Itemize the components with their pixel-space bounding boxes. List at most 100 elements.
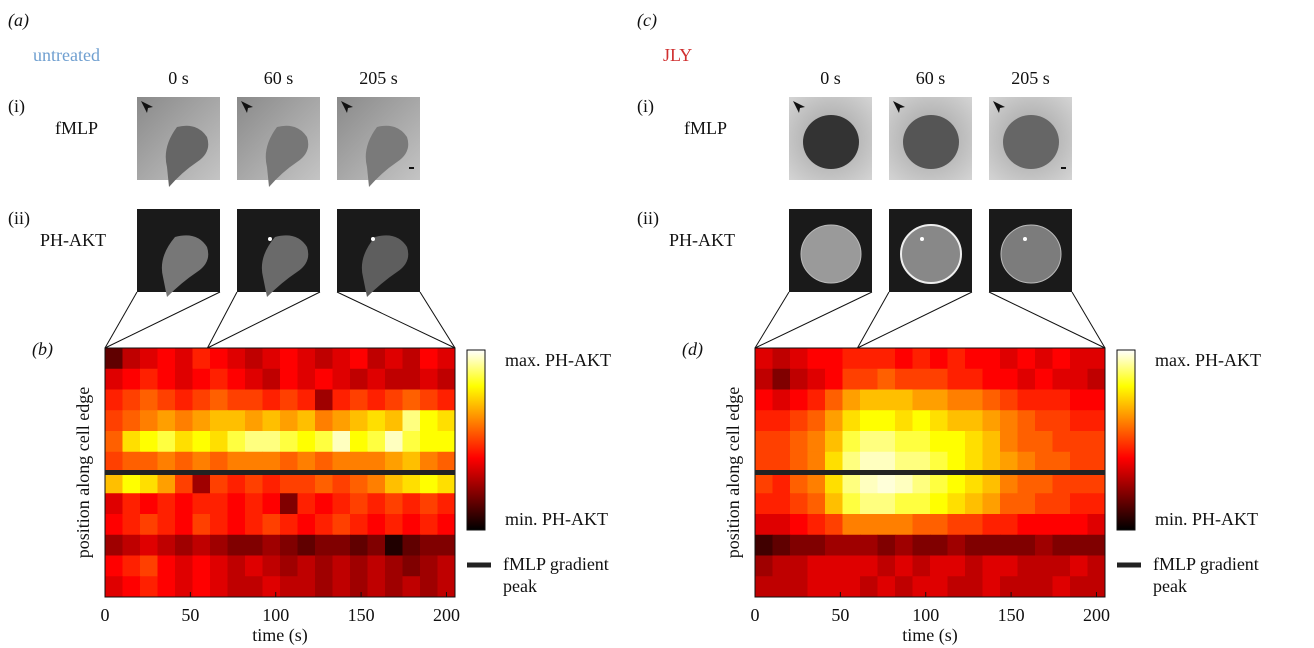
row-index: (i) (637, 96, 654, 117)
heatmap-cell (1035, 576, 1053, 597)
heatmap-cell (983, 369, 1001, 390)
heatmap-cell (403, 535, 421, 556)
heatmap-cell (333, 410, 351, 431)
x-tick-label: 100 (262, 605, 289, 625)
heatmap-cell (843, 410, 861, 431)
heatmap-cell (1000, 535, 1018, 556)
x-tick-label: 200 (433, 605, 460, 625)
heatmap-cell (913, 452, 931, 473)
heatmap-cell (860, 431, 878, 452)
heatmap-cell (105, 431, 123, 452)
heatmap-cell (333, 493, 351, 514)
heatmap-cell (965, 514, 983, 535)
heatmap-cell (298, 390, 316, 411)
heatmap-cell (1035, 452, 1053, 473)
heatmap-cell (228, 348, 246, 369)
heatmap-cell (843, 535, 861, 556)
time-label: 205 s (359, 68, 398, 88)
heatmap-cell (983, 493, 1001, 514)
heatmap-cell (280, 410, 298, 431)
heatmap-cell (123, 348, 141, 369)
heatmap-cell (350, 473, 368, 494)
heatmap-cell (843, 473, 861, 494)
heatmap-cell (350, 535, 368, 556)
heatmap-cell (420, 556, 438, 577)
heatmap-cell (315, 473, 333, 494)
heatmap-cell (140, 576, 158, 597)
heatmap-cell (315, 369, 333, 390)
heatmap-cell (878, 431, 896, 452)
heatmap-cell (755, 556, 773, 577)
heatmap-cell (755, 431, 773, 452)
heatmap-cell (843, 576, 861, 597)
heatmap-cell (1000, 452, 1018, 473)
heatmap-cell (140, 390, 158, 411)
heatmap-cell (808, 535, 826, 556)
heatmap-cell (228, 514, 246, 535)
micrograph (337, 97, 420, 187)
heatmap-cell (158, 390, 176, 411)
heatmap-cell (175, 369, 193, 390)
heatmap-cell (1000, 410, 1018, 431)
heatmap-cell (315, 390, 333, 411)
heatmap-cell (1000, 431, 1018, 452)
heatmap-cell (948, 493, 966, 514)
heatmap-cell (860, 535, 878, 556)
x-tick-label: 150 (348, 605, 375, 625)
heatmap-cell (350, 431, 368, 452)
micrograph (337, 209, 420, 297)
micrograph (889, 209, 972, 292)
heatmap-cell (1088, 348, 1106, 369)
heatmap-cell (315, 556, 333, 577)
heatmap-cell (350, 514, 368, 535)
heatmap-cell (773, 493, 791, 514)
heatmap-cell (808, 493, 826, 514)
heatmap-cell (333, 369, 351, 390)
heatmap-cell (438, 431, 456, 452)
heatmap-cell (1053, 348, 1071, 369)
heatmap-cell (245, 473, 263, 494)
heatmap-cell (420, 348, 438, 369)
heatmap-cell (263, 410, 281, 431)
heatmap-cell (140, 535, 158, 556)
heatmap-cell (913, 493, 931, 514)
heatmap-cell (948, 473, 966, 494)
heatmap-cell (825, 369, 843, 390)
heatmap-cell (210, 348, 228, 369)
heatmap-cell (773, 535, 791, 556)
heatmap-cell (1018, 535, 1036, 556)
heatmap-cell (895, 410, 913, 431)
heatmap-cell (298, 576, 316, 597)
heatmap-cell (385, 514, 403, 535)
heatmap-cell (140, 431, 158, 452)
connector (857, 292, 972, 348)
heatmap-cell (790, 348, 808, 369)
heatmap-cell (298, 556, 316, 577)
heatmap-cell (948, 410, 966, 431)
heatmap-cell (773, 348, 791, 369)
row-index: (ii) (8, 208, 30, 229)
heatmap-cell (1088, 390, 1106, 411)
heatmap-cell (1070, 556, 1088, 577)
heatmap-cell (245, 514, 263, 535)
heatmap-cell (420, 514, 438, 535)
x-axis-label: time (s) (252, 625, 308, 646)
heatmap-cell (930, 473, 948, 494)
heatmap-cell (860, 493, 878, 514)
heatmap-cell (1035, 410, 1053, 431)
heatmap-cell (193, 390, 211, 411)
heatmap-cell (773, 556, 791, 577)
connector (105, 292, 137, 348)
heatmap-cell (368, 452, 386, 473)
heatmap-cell (878, 410, 896, 431)
heatmap-cell (773, 431, 791, 452)
row-name: fMLP (55, 118, 98, 138)
micrograph (889, 97, 972, 180)
heatmap-cell (790, 410, 808, 431)
time-label: 0 s (820, 68, 841, 88)
heatmap-cell (385, 390, 403, 411)
cell (1003, 115, 1059, 169)
heatmap-cell (245, 390, 263, 411)
heatmap-cell (438, 410, 456, 431)
heatmap-cell (860, 410, 878, 431)
